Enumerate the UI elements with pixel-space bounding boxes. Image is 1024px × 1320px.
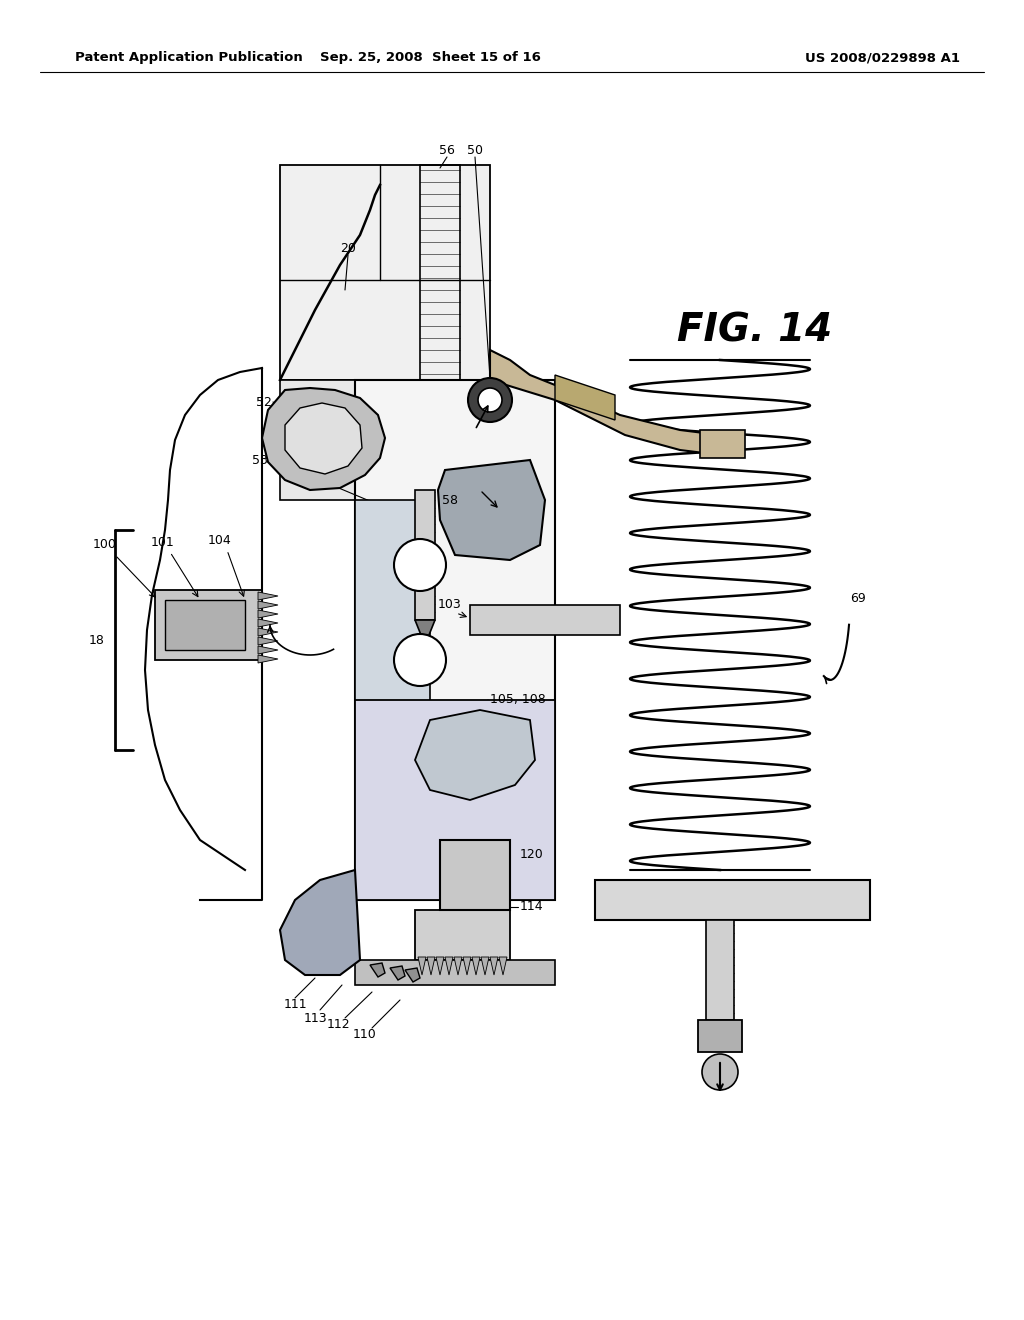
- Polygon shape: [355, 500, 430, 900]
- Polygon shape: [262, 388, 385, 490]
- Polygon shape: [698, 1020, 742, 1052]
- Polygon shape: [490, 350, 740, 455]
- Polygon shape: [355, 700, 555, 900]
- Circle shape: [394, 539, 446, 591]
- Polygon shape: [499, 957, 507, 975]
- Text: 52: 52: [256, 396, 272, 408]
- Text: 69: 69: [850, 591, 866, 605]
- Text: 103: 103: [438, 598, 462, 611]
- Polygon shape: [427, 957, 435, 975]
- Polygon shape: [595, 880, 870, 920]
- Polygon shape: [155, 590, 262, 660]
- Text: Patent Application Publication: Patent Application Publication: [75, 51, 303, 65]
- Text: 18: 18: [89, 634, 104, 647]
- Polygon shape: [280, 165, 490, 380]
- Polygon shape: [258, 619, 278, 627]
- Text: 110: 110: [353, 1028, 377, 1041]
- Polygon shape: [280, 380, 430, 500]
- Polygon shape: [481, 957, 489, 975]
- Polygon shape: [418, 957, 426, 975]
- Text: 58: 58: [442, 494, 458, 507]
- Polygon shape: [258, 591, 278, 601]
- Text: 113: 113: [303, 1011, 327, 1024]
- Text: 56: 56: [439, 144, 455, 157]
- Text: FIG. 14: FIG. 14: [678, 312, 833, 348]
- Text: 53: 53: [252, 454, 268, 466]
- Text: 20: 20: [340, 242, 356, 255]
- Polygon shape: [258, 601, 278, 609]
- Polygon shape: [370, 964, 385, 977]
- Polygon shape: [258, 655, 278, 663]
- Text: 114: 114: [520, 900, 544, 913]
- Polygon shape: [415, 620, 435, 645]
- Circle shape: [702, 1053, 738, 1090]
- Polygon shape: [165, 601, 245, 649]
- Polygon shape: [445, 957, 453, 975]
- Polygon shape: [258, 638, 278, 645]
- Circle shape: [478, 388, 502, 412]
- Polygon shape: [700, 430, 745, 458]
- Polygon shape: [415, 909, 510, 960]
- Text: 105, 108: 105, 108: [490, 693, 546, 706]
- Polygon shape: [258, 628, 278, 636]
- Polygon shape: [280, 870, 360, 975]
- Circle shape: [468, 378, 512, 422]
- Polygon shape: [490, 957, 498, 975]
- Polygon shape: [472, 957, 480, 975]
- Circle shape: [394, 634, 446, 686]
- Text: 104: 104: [208, 533, 231, 546]
- Polygon shape: [463, 957, 471, 975]
- Polygon shape: [454, 957, 462, 975]
- Polygon shape: [436, 957, 444, 975]
- Text: 100: 100: [93, 539, 117, 552]
- Polygon shape: [258, 610, 278, 618]
- Polygon shape: [440, 840, 510, 909]
- Polygon shape: [355, 960, 555, 985]
- Polygon shape: [355, 380, 555, 900]
- Text: 112: 112: [327, 1019, 350, 1031]
- Text: 111: 111: [284, 998, 307, 1011]
- Text: Sep. 25, 2008  Sheet 15 of 16: Sep. 25, 2008 Sheet 15 of 16: [319, 51, 541, 65]
- Text: 120: 120: [520, 849, 544, 862]
- Polygon shape: [258, 645, 278, 653]
- Text: 101: 101: [152, 536, 175, 549]
- Polygon shape: [406, 968, 420, 982]
- Polygon shape: [706, 920, 734, 1020]
- Polygon shape: [438, 459, 545, 560]
- Polygon shape: [555, 375, 615, 420]
- Polygon shape: [285, 403, 362, 474]
- Polygon shape: [415, 490, 435, 620]
- Text: US 2008/0229898 A1: US 2008/0229898 A1: [805, 51, 961, 65]
- Polygon shape: [470, 605, 620, 635]
- Text: 50: 50: [467, 144, 483, 157]
- Polygon shape: [415, 710, 535, 800]
- Polygon shape: [390, 966, 406, 979]
